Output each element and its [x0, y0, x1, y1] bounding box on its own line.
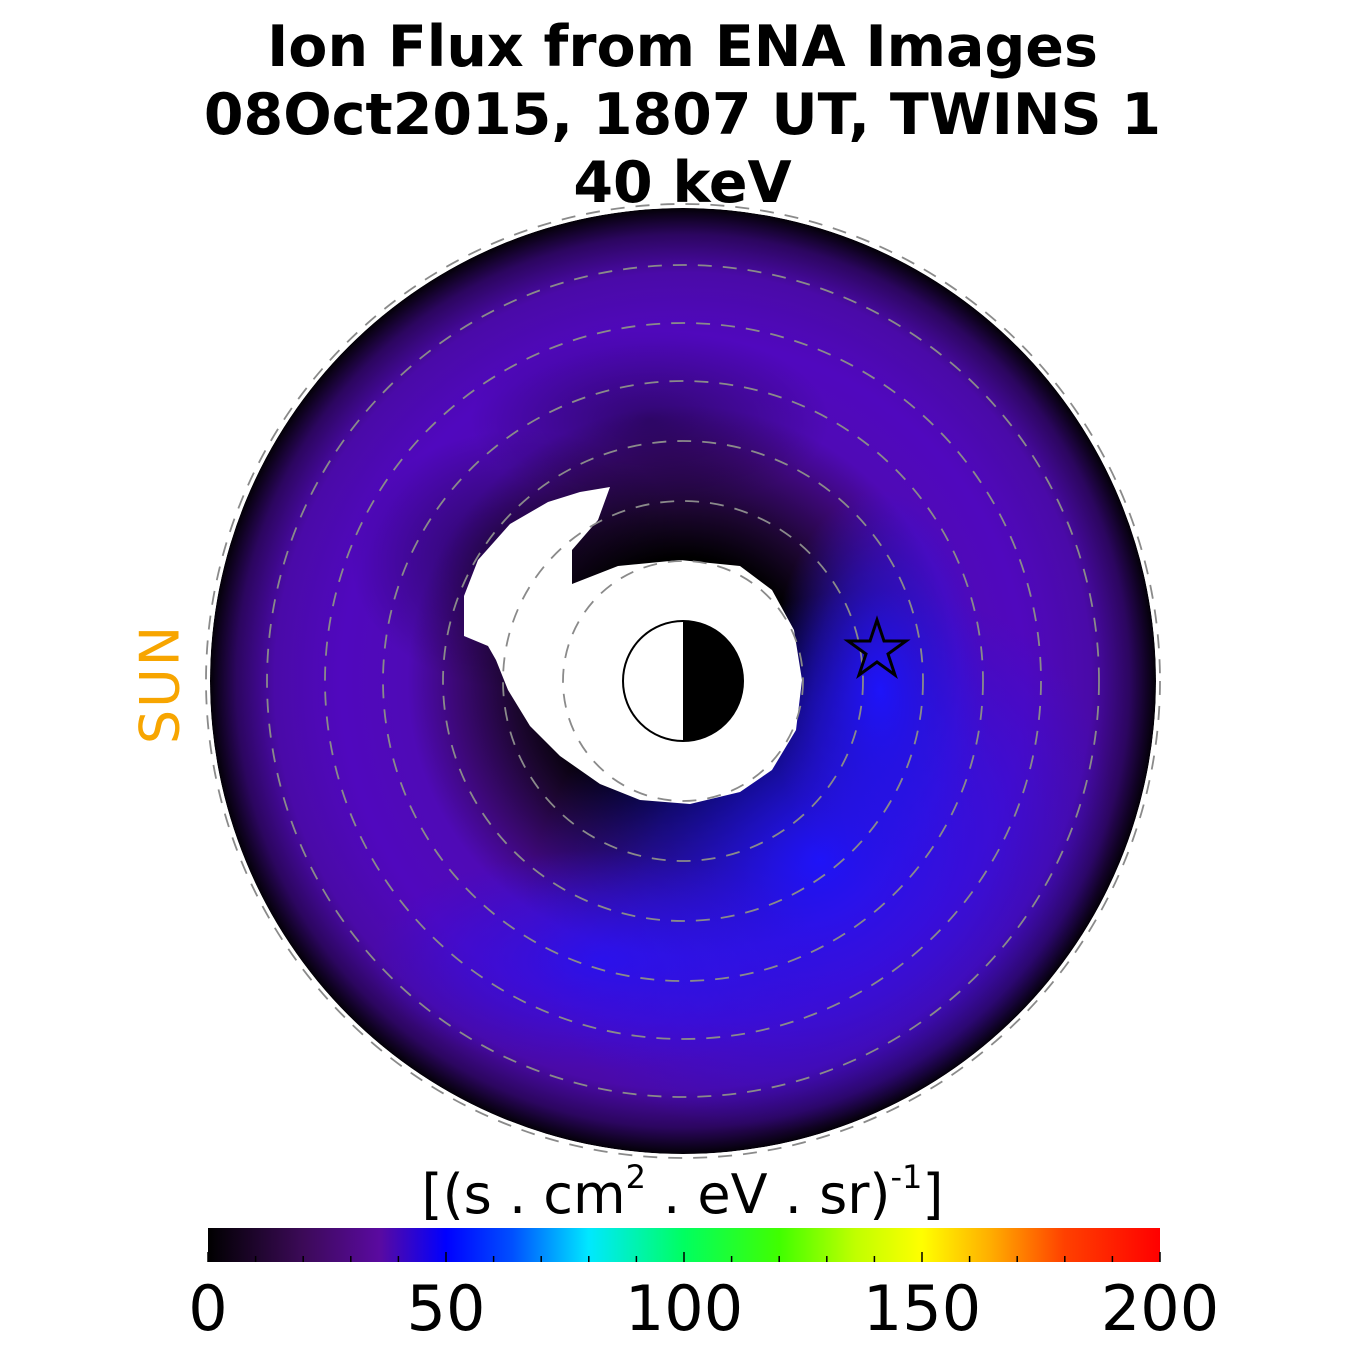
colorbar-tick-label-0: 0 — [188, 1272, 228, 1345]
colorbar-tick-label-50: 50 — [406, 1272, 486, 1345]
colorbar-ticks — [207, 1252, 1161, 1262]
colorbar-tick-label-100: 100 — [624, 1272, 744, 1345]
chart-title-line2: 08Oct2015, 1807 UT, TWINS 1 — [203, 82, 1162, 148]
units-sup2: -1 — [890, 1158, 923, 1196]
satellite-star-icon — [843, 615, 911, 679]
colorbar-units: [(s . cm2 . eV . sr)-1] — [0, 1158, 1365, 1226]
earth-icon — [622, 620, 744, 742]
units-end: ] — [922, 1163, 944, 1226]
colorbar-tick-label-200: 200 — [1100, 1272, 1220, 1345]
chart-title-line1: Ion Flux from ENA Images — [267, 14, 1098, 80]
units-base: [(s . cm — [421, 1163, 626, 1226]
sun-label-text: SUN — [128, 623, 192, 745]
chart-title-line3: 40 keV — [573, 150, 792, 216]
units-mid: . eV . sr) — [645, 1163, 891, 1226]
colorbar-tick-label-150: 150 — [862, 1272, 982, 1345]
units-sup1: 2 — [625, 1158, 646, 1196]
dashed-distance-rings — [205, 203, 1161, 1159]
